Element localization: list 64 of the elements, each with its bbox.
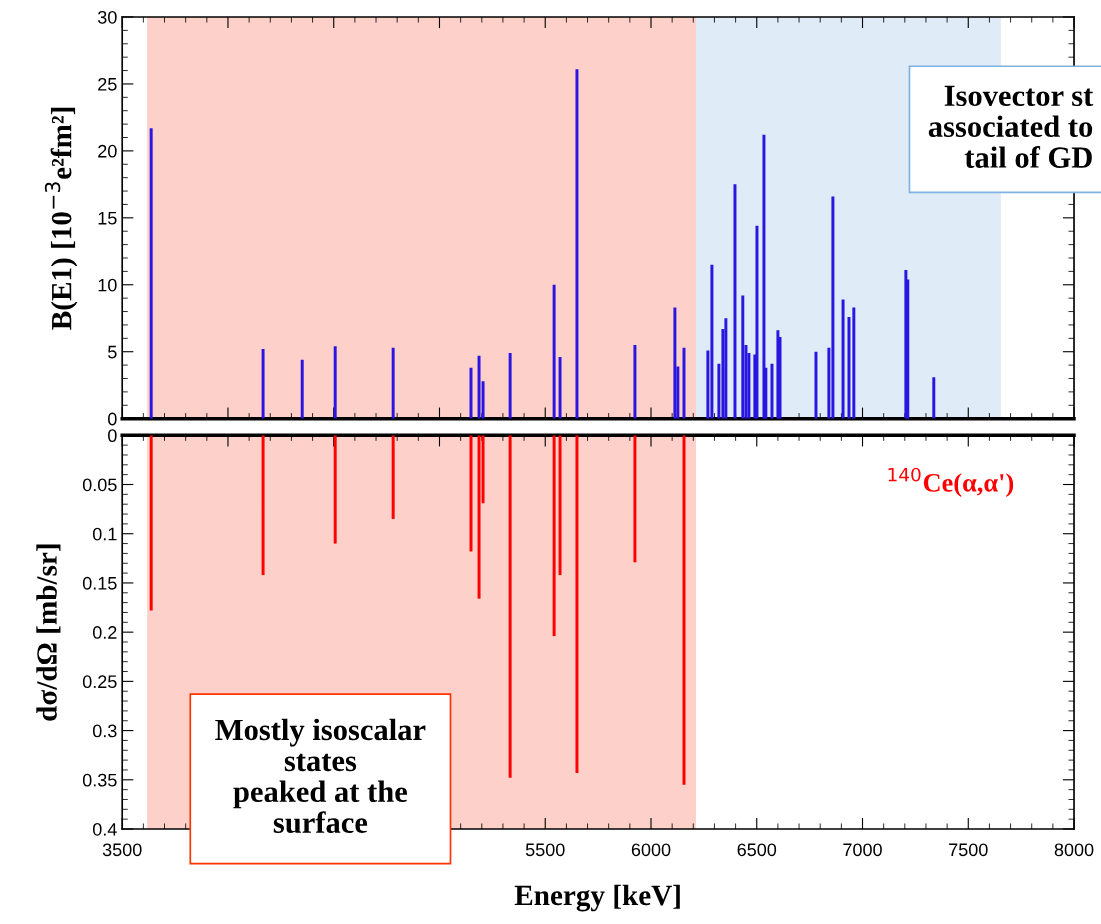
y-tick-label: 0 [108,412,117,426]
y-tick-label: 0.2 [92,626,117,639]
y-tick-label: 25 [98,77,117,91]
y-tick-label: 0.4 [92,822,117,836]
bar [300,359,304,419]
bar [477,355,481,419]
bar [391,347,395,419]
bar [552,435,556,637]
y-axis-title: dσ/dΩ [mb/sr] [36,544,61,721]
text: $^{140}$Ce(α,α') [888,467,1014,498]
bar [575,435,579,773]
bar [149,435,153,611]
y-axis-title: B(E1) [10$^{−3}$e²fm²] [44,107,78,330]
annotation: Mostly isoscalar states peaked at the surface [215,718,426,834]
bar [552,284,556,419]
bar [733,184,737,419]
bar [333,435,337,544]
bar [841,299,845,419]
y-tick-label: 0.15 [82,576,117,590]
bar [261,349,265,419]
bar [831,196,835,419]
bar [558,357,562,419]
y-tick-label: 30 [97,10,117,24]
x-tick-label: 6500 [737,843,777,857]
y-tick-label: 10 [98,278,117,292]
y-tick-label: 15 [98,211,117,225]
y-tick-label: 0.05 [82,478,117,492]
y-tick-label: 0 [108,429,117,443]
bar [333,346,337,419]
y-tick-label: 20 [98,144,117,158]
bar [261,435,265,576]
bar [633,345,637,419]
bar [932,377,936,419]
bar [847,316,851,419]
y-tick-label: 0.25 [82,675,117,689]
y-tick-label: 0.1 [92,527,117,541]
x-axis-title: Energy [keV] [514,884,680,912]
x-tick-label: 5500 [525,843,565,857]
x-tick-label: 8000 [1054,843,1094,857]
bar [776,330,780,419]
bar [391,435,395,519]
annotation: Isovector st associated to tail of GD [928,85,1094,168]
x-tick-label: 7000 [843,843,882,857]
bar [149,128,153,419]
x-tick-label: 7500 [949,843,988,857]
bar [508,435,512,778]
bar [710,264,714,419]
bar [762,134,766,419]
bar [477,435,481,599]
y-tick-label: 0.3 [92,724,117,738]
bar [673,307,677,419]
bar [633,435,637,563]
y-tick-label: 0.35 [82,773,117,787]
bar [755,225,759,419]
bar [814,351,818,419]
x-tick-label: 6000 [631,843,671,857]
bar [741,295,745,419]
y-tick-label: 5 [108,345,117,359]
x-tick-label: 3500 [102,843,142,857]
bar [558,435,562,576]
bar [575,69,579,419]
bar [724,318,728,419]
bar [852,307,856,419]
bar [508,353,512,419]
